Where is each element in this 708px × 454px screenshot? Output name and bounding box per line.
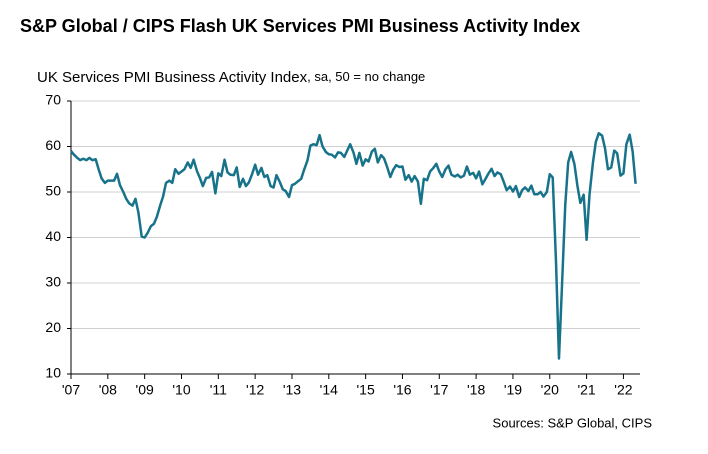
y-tick-label: 30 [45,274,61,290]
y-tick-label: 70 [45,92,61,108]
x-tick-label: '12 [246,382,264,398]
x-tick-label: '15 [357,382,375,398]
series-line [70,132,637,360]
y-tick-label: 20 [45,319,61,335]
x-tick-label: '08 [99,382,117,398]
x-tick-label: '11 [210,382,227,398]
y-tick-label: 40 [45,228,61,244]
source: Sources: S&P Global, CIPS [493,415,653,430]
x-tick-label: '09 [136,382,154,398]
x-tick-label: '21 [577,382,595,398]
x-tick-label: '22 [614,382,632,398]
y-axis-title: UK Services PMI Business Activity Index,… [37,69,425,86]
x-tick-label: '14 [320,382,338,398]
x-tick-label: '17 [430,382,448,398]
x-tick-label: '13 [283,382,301,398]
y-tick-label: 60 [45,137,61,153]
y-label: UK Services PMI Business Activity Index [37,69,308,86]
y-tick-label: 10 [45,365,61,381]
x-tick-label: '18 [467,382,485,398]
x-tick-label: '16 [393,382,411,398]
chart-title: S&P Global / CIPS Flash UK Services PMI … [20,16,580,36]
x-tick-label: '07 [62,382,80,398]
x-tick-label: '20 [541,382,559,398]
y-label-note: , sa, 50 = no change [307,69,425,84]
x-tick-label: '19 [504,382,522,398]
y-tick-label: 50 [45,183,61,199]
x-tick-label: '10 [172,382,190,398]
